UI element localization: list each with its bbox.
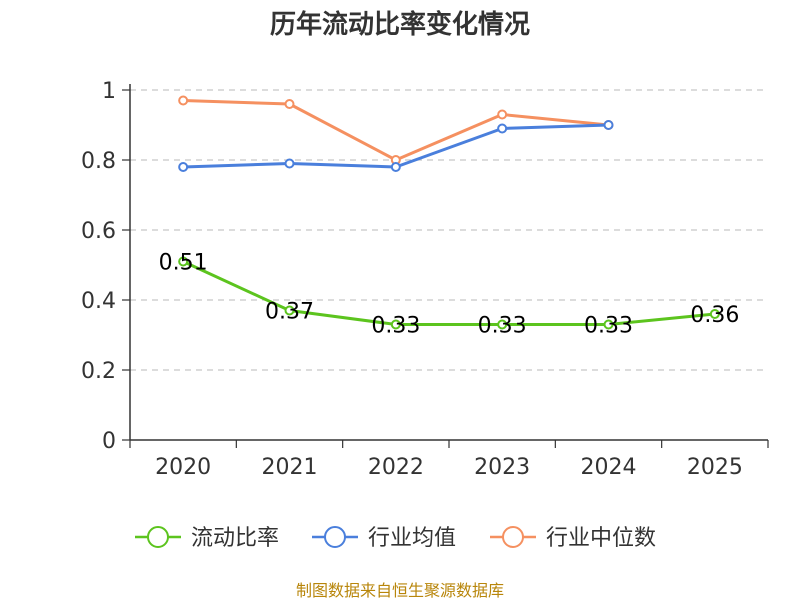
x-tick-label: 2025 bbox=[687, 455, 743, 480]
legend-item[interactable]: 行业均值 bbox=[312, 526, 456, 551]
legend-item[interactable]: 行业中位数 bbox=[490, 526, 656, 551]
data-label: 0.33 bbox=[371, 314, 420, 339]
x-tick-label: 2023 bbox=[474, 455, 530, 480]
data-point[interactable] bbox=[178, 162, 189, 172]
data-point[interactable] bbox=[497, 319, 508, 330]
axes: 0 0.2 0.4 0.6 0.8 1 2020 2021 2022 2023 2024 2025 bbox=[81, 79, 769, 480]
series-group: 0.51 0.37 0.33 0.33 0.33 0.36 bbox=[159, 95, 740, 339]
series-line bbox=[182, 260, 715, 326]
data-label: 0.33 bbox=[478, 314, 527, 339]
data-point[interactable] bbox=[497, 123, 508, 134]
series-line bbox=[183, 99, 609, 162]
legend-marker bbox=[502, 526, 524, 548]
data-point[interactable] bbox=[178, 95, 189, 106]
data-point[interactable] bbox=[603, 120, 614, 130]
data-point[interactable] bbox=[390, 162, 401, 172]
x-tick-label: 2021 bbox=[262, 455, 318, 480]
data-point[interactable] bbox=[284, 99, 295, 109]
legend-label: 行业中位数 bbox=[546, 526, 656, 551]
data-point[interactable] bbox=[178, 256, 189, 267]
data-point[interactable] bbox=[497, 109, 508, 120]
chart-title: 历年流动比率变化情况 bbox=[270, 9, 530, 40]
y-tick-label: 0.4 bbox=[81, 289, 116, 314]
series-2 bbox=[178, 120, 614, 172]
data-point[interactable] bbox=[284, 158, 295, 169]
legend[interactable]: 流动比率 行业均值 行业中位数 bbox=[135, 526, 656, 551]
data-label: 0.37 bbox=[265, 300, 314, 325]
data-source-note: 制图数据来自恒生聚源数据库 bbox=[296, 581, 504, 600]
series-1: 0.51 0.37 0.33 0.33 0.33 0.36 bbox=[159, 251, 740, 339]
legend-marker bbox=[324, 526, 346, 548]
legend-label: 流动比率 bbox=[191, 526, 279, 551]
legend-item[interactable]: 流动比率 bbox=[135, 526, 279, 551]
data-label: 0.51 bbox=[159, 251, 208, 276]
data-point[interactable] bbox=[284, 305, 295, 316]
x-tick-label: 2020 bbox=[155, 455, 211, 480]
gridlines bbox=[130, 89, 768, 371]
y-tick-label: 0 bbox=[102, 429, 116, 454]
data-point[interactable] bbox=[390, 319, 401, 330]
y-tick-label: 1 bbox=[102, 79, 116, 104]
y-tick-label: 0.8 bbox=[81, 149, 116, 174]
series-3 bbox=[178, 95, 614, 165]
data-label: 0.33 bbox=[584, 314, 633, 339]
y-tick-label: 0.2 bbox=[81, 359, 116, 384]
legend-label: 行业均值 bbox=[368, 526, 456, 551]
data-point[interactable] bbox=[709, 309, 720, 319]
legend-marker bbox=[147, 526, 169, 548]
x-tick-label: 2022 bbox=[368, 455, 424, 480]
data-label: 0.36 bbox=[690, 303, 739, 328]
x-tick-label: 2024 bbox=[581, 455, 637, 480]
y-tick-label: 0.6 bbox=[81, 219, 116, 244]
data-point[interactable] bbox=[603, 319, 614, 330]
